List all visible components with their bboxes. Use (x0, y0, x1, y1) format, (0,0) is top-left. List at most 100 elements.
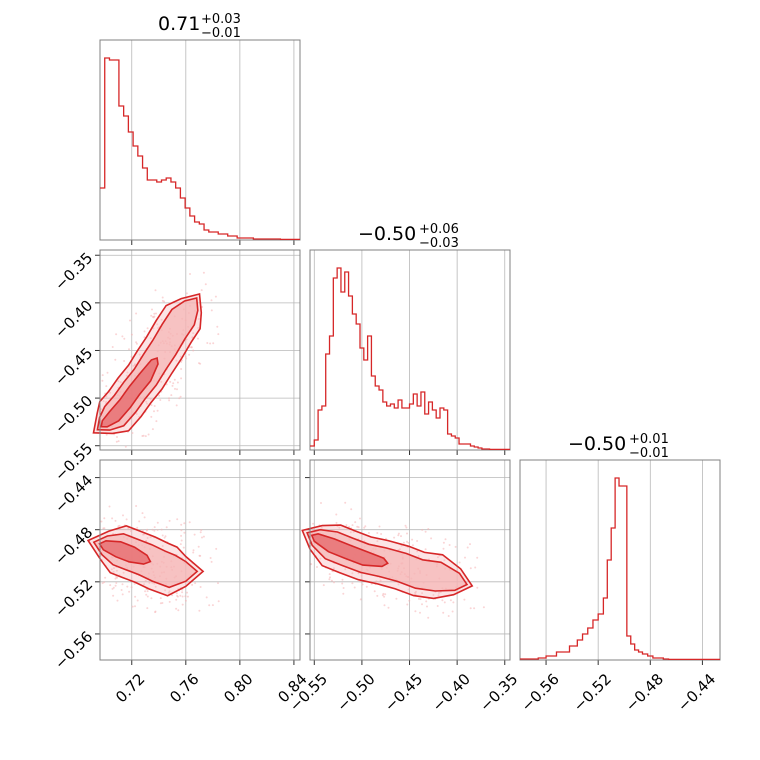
density-p0-p2-sample-point (175, 592, 178, 595)
density-p0-p1-sample-point (150, 415, 153, 418)
density-p0-p2-sample-point (154, 585, 157, 588)
density-p1-p2-sample-point (351, 524, 354, 527)
density-p0-p1-sample-point (180, 368, 183, 370)
density-p0-p1-sample-point (145, 400, 148, 403)
hist-p2-xticklabel: −0.56 (518, 670, 563, 715)
density-p1-p2-sample-point (354, 521, 357, 524)
density-p0-p1-sample-point (155, 420, 158, 423)
density-p0-p1-sample-point (138, 353, 141, 356)
title-p1-minus: −0.03 (419, 236, 459, 251)
density-p1-p2-sample-point (341, 578, 344, 581)
density-p1-p2-sample-point (395, 597, 398, 600)
hist-p1-frame (309, 249, 511, 451)
density-p0-p2-sample-point (151, 528, 154, 531)
density-p0-p2-sample-point (161, 545, 164, 547)
density-p0-p1-sample-point (153, 312, 156, 315)
density-p0-p2-sample-point (191, 583, 194, 586)
density-p0-p2-sample-point (175, 598, 178, 601)
density-p0-p1-sample-point (168, 397, 170, 400)
density-p1-p2-sample-point (338, 526, 341, 529)
density-p0-p1-sample-point (131, 432, 134, 434)
density-p0-p1-sample-point (206, 342, 209, 344)
density-p0-p2-sample-point (134, 595, 137, 598)
density-p1-p2-sample-point (351, 572, 354, 575)
density-p0-p2-sample-point (202, 535, 205, 538)
density-p0-p2-xticklabel: 0.76 (166, 670, 202, 706)
density-p0-p2-sample-point (180, 523, 183, 526)
density-p1-p2-sample-point (426, 605, 428, 608)
density-p0-p2-sample-point (104, 576, 107, 579)
density-p0-p2-sample-point (136, 599, 139, 602)
density-p0-p2-sample-point (112, 532, 115, 535)
density-p0-p2-sample-point (145, 529, 148, 532)
density-p1-p2-sample-point (469, 567, 472, 570)
density-p0-p2-sample-point (176, 518, 179, 521)
density-p1-p2-sample-point (393, 536, 396, 539)
density-p1-p2-sample-point (464, 556, 466, 559)
density-p0-p1-sample-point (114, 358, 117, 361)
density-p1-p2-sample-point (397, 532, 400, 535)
density-p1-p2-sample-point (474, 566, 477, 569)
density-p0-p2-sample-point (112, 594, 115, 597)
density-p0-p1-sample-point (121, 335, 124, 338)
density-p1-p2-sample-point (416, 550, 419, 553)
density-p0-p2-sample-point (181, 591, 184, 594)
density-p0-p1-yticklabel: −0.45 (51, 344, 96, 389)
density-p0-p2-sample-point (168, 519, 171, 522)
density-p0-p2-sample-point (160, 528, 163, 531)
density-p0-p1-sample-point (176, 388, 178, 391)
density-p1-p2-sample-point (415, 590, 417, 593)
density-p0-p1-frame (99, 249, 301, 451)
density-p1-p2-sample-point (424, 548, 427, 551)
density-p0-p1-sample-point (109, 391, 112, 394)
density-p1-p2-sample-point (344, 501, 347, 504)
density-p0-p1-sample-point (130, 355, 133, 358)
panel-2d-p1-p2: −0.55 −0.50 −0.45 −0.40 −0.35 (286, 459, 522, 715)
density-p0-p2-sample-point (148, 581, 151, 584)
density-p0-p2-sample-point (102, 527, 105, 530)
hist-p1-step (310, 267, 510, 451)
density-p0-p2-sample-point (121, 583, 124, 586)
density-p0-p1-sample-point (209, 342, 212, 345)
density-p0-p2-sample-point (134, 605, 136, 608)
density-p0-p2-sample-point (146, 590, 149, 593)
density-p0-p2-sample-point (159, 597, 162, 600)
density-p1-p2-sample-point (476, 586, 479, 589)
density-p0-p2-sample-point (183, 531, 186, 534)
density-p1-p2-sample-point (320, 526, 323, 529)
density-p0-p1-sample-point (128, 348, 130, 351)
density-p1-p2-sample-point (406, 603, 409, 606)
density-p1-p2-sample-point (427, 528, 430, 530)
density-p1-p2-sample-point (452, 601, 455, 604)
density-p0-p2-sample-point (164, 589, 167, 592)
hist-p0-frame (99, 39, 301, 241)
density-p1-p2-sample-point (419, 598, 422, 601)
density-p0-p2-sample-point (126, 585, 129, 588)
density-p1-p2-sample-point (421, 603, 423, 606)
density-p1-p2-sample-point (451, 610, 454, 613)
density-p1-p2-sample-point (430, 537, 433, 540)
density-p0-p1-sample-point (102, 400, 105, 403)
density-p1-p2-sample-point (319, 557, 322, 560)
density-p0-p2-sample-point (114, 519, 117, 522)
density-p0-p2-sample-point (179, 594, 182, 597)
density-p0-p1-sample-point (135, 342, 138, 345)
density-p0-p1-sample-point (111, 346, 114, 348)
density-p0-p2-sample-point (112, 570, 115, 573)
density-p1-p2-sample-point (463, 598, 466, 601)
density-p1-p2-sample-point (376, 540, 379, 543)
density-p1-p2-sample-point (447, 615, 450, 617)
density-p0-p2-sample-point (154, 611, 157, 614)
density-p0-p2-sample-point (209, 557, 212, 559)
title-p2-plus: +0.01 (629, 432, 669, 447)
density-p0-p2-sample-point (150, 597, 153, 600)
density-p1-p2-contour-inner (310, 532, 389, 568)
density-p0-p2-sample-point (165, 526, 168, 529)
density-p0-p2-sample-point (138, 520, 141, 523)
density-p1-p2-sample-point (384, 593, 387, 596)
density-p1-p2-sample-point (408, 599, 411, 602)
density-p0-p2-sample-point (153, 529, 156, 532)
density-p0-p2-sample-point (199, 586, 202, 588)
density-p1-p2-sample-point (443, 601, 446, 604)
density-p0-p1-sample-point (150, 404, 153, 407)
